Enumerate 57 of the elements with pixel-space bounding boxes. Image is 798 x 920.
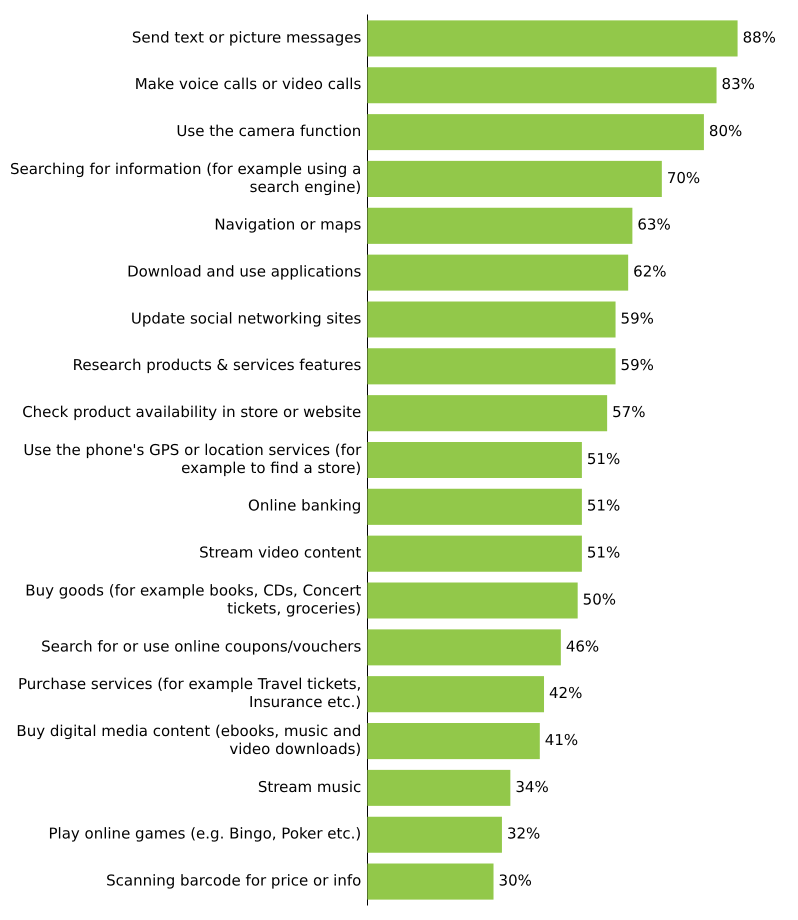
bar <box>367 301 616 338</box>
y-tick-label: Use the camera function <box>176 122 362 140</box>
data-label: 46% <box>566 637 600 656</box>
bar <box>367 160 662 197</box>
bar <box>367 20 738 56</box>
data-label: 50% <box>582 590 616 608</box>
y-tick-label: Stream video content <box>199 544 362 562</box>
y-tick-label: Check product availability in store or website <box>22 403 362 422</box>
y-tick-label: Buy digital media content (ebooks, music and video downloads) <box>16 722 362 758</box>
bar <box>367 395 608 432</box>
y-tick-label: Online banking <box>248 496 362 515</box>
data-label: 63% <box>637 216 671 234</box>
bar <box>367 536 582 572</box>
bar <box>367 348 616 384</box>
bar <box>367 208 632 244</box>
y-tick-label: Purchase services (for example Travel tickets, Insurance etc.) <box>18 675 362 712</box>
y-tick-label: Make voice calls or video calls <box>134 75 362 94</box>
data-label: 41% <box>544 730 578 749</box>
y-tick-label: Research products & services features <box>72 356 362 374</box>
data-label: 57% <box>612 403 646 422</box>
bar <box>367 864 494 900</box>
bar <box>367 770 510 806</box>
bar <box>367 488 582 525</box>
data-label: 59% <box>620 356 654 374</box>
data-label: 70% <box>666 168 700 187</box>
data-label: 88% <box>742 28 776 46</box>
bar <box>367 676 544 712</box>
y-tick-label: Send text or picture messages <box>132 28 362 46</box>
bar <box>367 582 578 619</box>
data-label: 34% <box>515 778 549 796</box>
y-tick-label: Stream music <box>258 778 362 796</box>
y-tick-label: Buy goods (for example books, CDs, Concert tickets, groceries) <box>25 581 362 618</box>
y-tick-label: Update social networking sites <box>130 309 362 328</box>
y-tick-label: Scanning barcode for price or info <box>106 871 362 890</box>
data-label: 80% <box>708 122 742 140</box>
data-label: 83% <box>722 75 755 94</box>
data-label: 30% <box>498 871 532 890</box>
bar <box>367 67 717 104</box>
y-tick-label: Navigation or maps <box>214 216 362 234</box>
data-label: 32% <box>506 824 540 843</box>
bar <box>367 442 582 478</box>
data-label: 51% <box>586 450 620 468</box>
bar <box>367 629 561 666</box>
y-tick-label: Play online games (e.g. Bingo, Poker etc.) <box>48 824 362 843</box>
bar <box>367 723 540 760</box>
data-label: 51% <box>586 544 620 562</box>
y-tick-label: Download and use applications <box>127 262 362 281</box>
data-label: 62% <box>633 262 667 281</box>
bar <box>367 254 628 291</box>
bar <box>367 114 704 150</box>
data-label: 51% <box>586 496 620 515</box>
bar <box>367 816 502 853</box>
y-tick-label: Use the phone's GPS or location services (for example to find a store) <box>23 440 362 477</box>
y-tick-label: Searching for information (for example using a search engine) <box>10 160 362 196</box>
data-label: 59% <box>620 309 654 328</box>
data-label: 42% <box>549 684 582 702</box>
y-tick-label: Search for or use online coupons/vouchers <box>41 637 362 656</box>
